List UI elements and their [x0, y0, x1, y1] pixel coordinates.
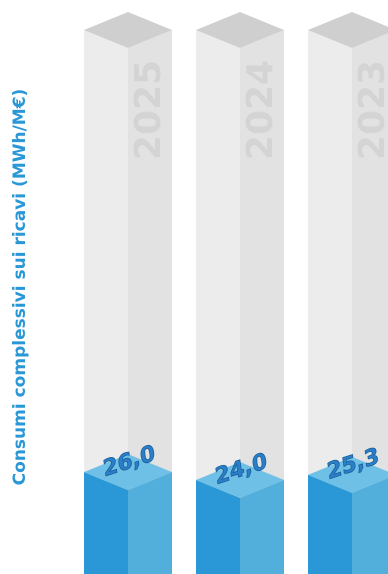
- track-top-2023: [308, 12, 388, 48]
- year-label-2025: 2025: [128, 60, 169, 160]
- track-front-2024: [196, 30, 240, 574]
- bar-side-2024: [240, 479, 284, 574]
- track-top-2025: [84, 12, 172, 48]
- track-side-2023: [352, 33, 388, 574]
- bar-front-2025: [84, 472, 128, 574]
- bar-front-2023: [308, 474, 352, 574]
- track-top-2024: [196, 12, 284, 48]
- track-front-2025: [84, 30, 128, 574]
- track-side-2024: [240, 30, 284, 574]
- bar-top-2024: [196, 461, 284, 498]
- track-front-2023: [308, 30, 352, 574]
- bar-top-2023: [308, 456, 388, 493]
- year-label-2023: 2023: [352, 60, 388, 160]
- bar-front-2024: [196, 479, 240, 574]
- bar-side-2025: [128, 472, 172, 574]
- bar-top-2025: [84, 454, 172, 491]
- year-label-2024: 2024: [240, 60, 281, 160]
- track-side-2025: [128, 30, 172, 574]
- bar-side-2023: [352, 478, 388, 574]
